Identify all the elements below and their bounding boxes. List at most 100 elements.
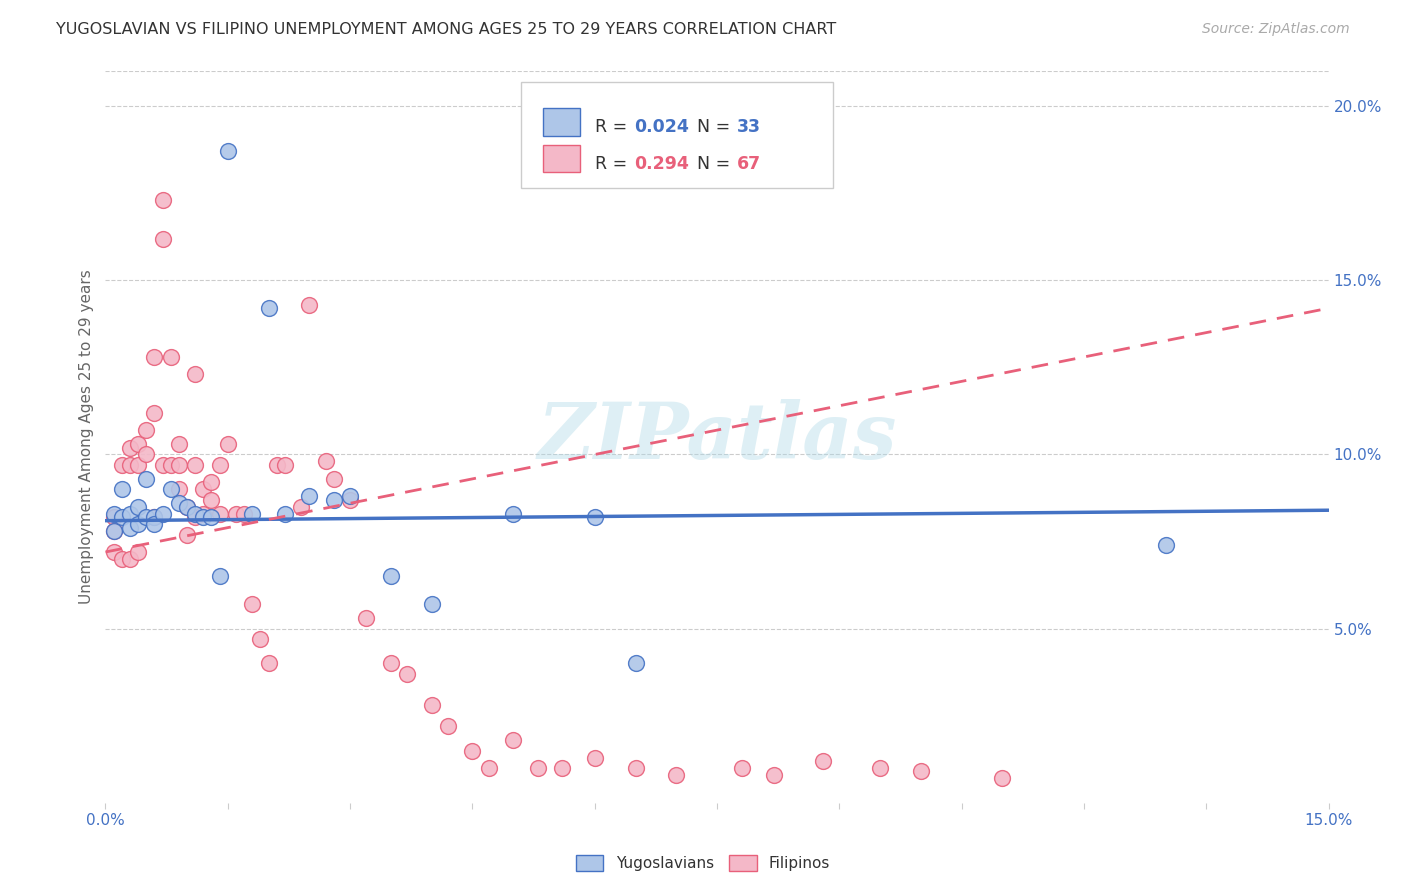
Point: [167, 458, 190, 472]
Point: [339, 489, 361, 503]
Point: [208, 569, 231, 583]
Point: [159, 483, 181, 497]
Text: YUGOSLAVIAN VS FILIPINO UNEMPLOYMENT AMONG AGES 25 TO 29 YEARS CORRELATION CHART: YUGOSLAVIAN VS FILIPINO UNEMPLOYMENT AMO…: [56, 22, 837, 37]
Point: [135, 423, 157, 437]
Point: [665, 768, 688, 782]
Point: [118, 521, 141, 535]
Y-axis label: Unemployment Among Ages 25 to 29 years: Unemployment Among Ages 25 to 29 years: [79, 269, 94, 605]
Text: 0.024: 0.024: [634, 118, 689, 136]
Point: [240, 597, 263, 611]
FancyBboxPatch shape: [543, 108, 581, 136]
Point: [910, 764, 932, 779]
Point: [176, 527, 198, 541]
Point: [249, 632, 271, 646]
Point: [127, 517, 149, 532]
Point: [322, 492, 344, 507]
Point: [437, 719, 460, 733]
Point: [152, 231, 174, 245]
FancyBboxPatch shape: [543, 145, 581, 172]
Point: [240, 507, 263, 521]
Text: 33: 33: [737, 118, 761, 136]
Text: ZIPatlas: ZIPatlas: [537, 399, 897, 475]
Text: R =: R =: [595, 118, 627, 136]
Point: [811, 754, 834, 768]
Point: [217, 145, 239, 159]
Point: [200, 475, 222, 490]
Point: [135, 448, 157, 462]
Legend: Yugoslavians, Filipinos: Yugoslavians, Filipinos: [569, 849, 837, 877]
Point: [184, 458, 207, 472]
Point: [225, 507, 247, 521]
Point: [127, 458, 149, 472]
Point: [184, 510, 207, 524]
Point: [583, 750, 606, 764]
Point: [380, 569, 402, 583]
Text: 67: 67: [737, 154, 761, 172]
Point: [193, 507, 215, 521]
Point: [111, 552, 134, 566]
Point: [991, 772, 1014, 786]
Point: [127, 500, 149, 514]
Text: Source: ZipAtlas.com: Source: ZipAtlas.com: [1202, 22, 1350, 37]
Point: [111, 483, 134, 497]
Point: [184, 368, 207, 382]
Point: [103, 507, 125, 521]
Point: [135, 510, 157, 524]
Point: [143, 406, 166, 420]
Point: [208, 507, 231, 521]
Point: [118, 552, 141, 566]
Point: [502, 733, 524, 747]
Point: [478, 761, 501, 775]
Point: [103, 524, 125, 538]
Point: [502, 507, 524, 521]
FancyBboxPatch shape: [522, 82, 834, 188]
Point: [200, 510, 222, 524]
Point: [257, 301, 280, 316]
Point: [356, 611, 378, 625]
Point: [396, 667, 419, 681]
Point: [118, 441, 141, 455]
Point: [339, 492, 361, 507]
Point: [152, 507, 174, 521]
Point: [315, 454, 337, 468]
Point: [193, 510, 215, 524]
Point: [127, 437, 149, 451]
Point: [167, 496, 190, 510]
Point: [274, 458, 297, 472]
Point: [143, 517, 166, 532]
Point: [143, 510, 166, 524]
Point: [176, 500, 198, 514]
Point: [152, 458, 174, 472]
Point: [869, 761, 891, 775]
Point: [111, 458, 134, 472]
Text: 0.294: 0.294: [634, 154, 689, 172]
Point: [233, 507, 256, 521]
Point: [290, 500, 312, 514]
Point: [167, 437, 190, 451]
Point: [111, 510, 134, 524]
Point: [217, 437, 239, 451]
Point: [298, 489, 321, 503]
Point: [176, 500, 198, 514]
Point: [127, 545, 149, 559]
Point: [103, 524, 125, 538]
Point: [551, 761, 574, 775]
Point: [118, 458, 141, 472]
Point: [200, 492, 222, 507]
Point: [266, 458, 288, 472]
Point: [208, 458, 231, 472]
Point: [380, 657, 402, 671]
Point: [118, 507, 141, 521]
Point: [583, 510, 606, 524]
Text: N =: N =: [697, 118, 731, 136]
Point: [461, 743, 484, 757]
Point: [526, 761, 548, 775]
Point: [763, 768, 786, 782]
Point: [1154, 538, 1177, 552]
Point: [135, 472, 157, 486]
Text: N =: N =: [697, 154, 731, 172]
Point: [257, 657, 280, 671]
Point: [159, 458, 181, 472]
Point: [322, 472, 344, 486]
Point: [193, 483, 215, 497]
